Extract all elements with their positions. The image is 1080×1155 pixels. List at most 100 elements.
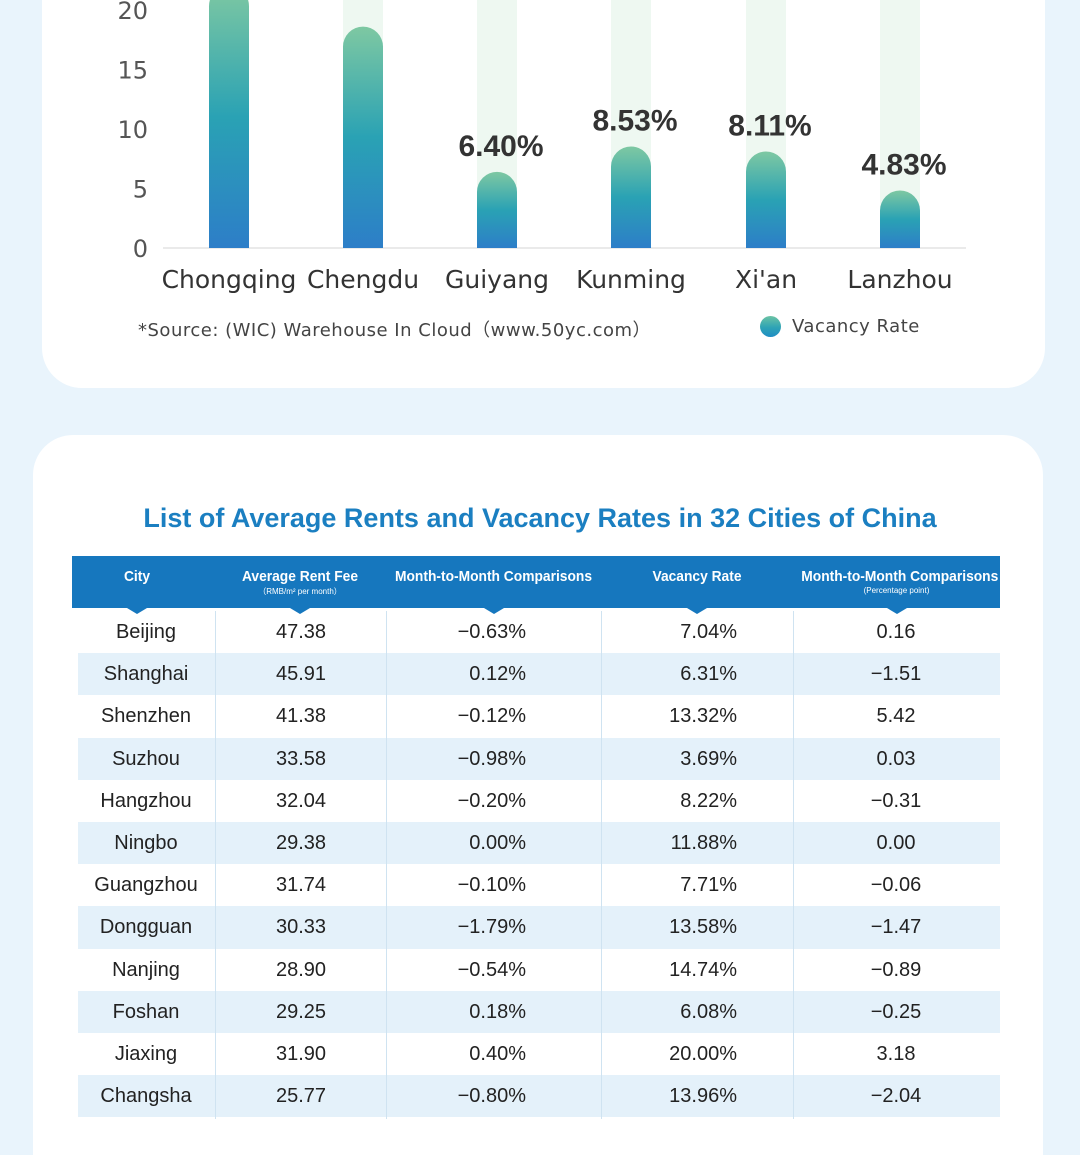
y-tick-label: 5 bbox=[133, 176, 148, 204]
rent-change-cell: −0.20% bbox=[457, 789, 526, 812]
header-vacancy-rate: Vacancy Rate bbox=[601, 556, 793, 614]
table-row: Foshan 29.25 0.18% 6.08% −0.25 bbox=[78, 990, 1000, 1033]
vacancy-cell: 14.74% bbox=[669, 958, 737, 981]
table-row: Jiaxing 31.90 0.40% 20.00% 3.18 bbox=[78, 1033, 1000, 1075]
data-label: 4.83% bbox=[861, 149, 946, 182]
rent-change-cell: 0.40% bbox=[469, 1042, 526, 1065]
vacancy-change-cell: 0.16 bbox=[876, 621, 916, 643]
vacancy-cell: 7.04% bbox=[680, 621, 737, 643]
rent-change-cell: −0.63% bbox=[457, 621, 526, 643]
table-title: List of Average Rents and Vacancy Rates … bbox=[143, 503, 937, 533]
city-cell: Dongguan bbox=[99, 916, 193, 939]
vacancy-change-cell: −0.89 bbox=[870, 958, 922, 981]
column-divider bbox=[215, 611, 216, 1119]
legend-label: Vacancy Rate bbox=[792, 316, 920, 337]
vacancy-cell: 13.58% bbox=[669, 916, 737, 939]
x-tick-label: Chongqing bbox=[162, 265, 297, 294]
vacancy-change-cell: −0.06 bbox=[870, 874, 922, 897]
rent-change-cell: −0.98% bbox=[457, 747, 526, 770]
x-tick-label: Kunming bbox=[576, 265, 686, 294]
city-cell: Guangzhou bbox=[94, 874, 198, 897]
vacancy-change-cell: −1.51 bbox=[870, 663, 922, 686]
rent-change-cell: 0.18% bbox=[469, 1000, 526, 1023]
column-divider bbox=[601, 611, 602, 1119]
vacancy-cell: 7.71% bbox=[680, 874, 737, 897]
table-row: Beijing 47.38 −0.63% 7.04% 0.16 bbox=[78, 611, 1000, 653]
vacancy-change-cell: 0.03 bbox=[876, 747, 916, 770]
x-tick-label: Lanzhou bbox=[847, 265, 952, 294]
rent-change-cell: 0.00% bbox=[469, 831, 526, 854]
vacancy-change-cell: 0.00 bbox=[876, 831, 916, 854]
vacancy-change-cell: −2.04 bbox=[870, 1085, 922, 1108]
rent-cell: 30.33 bbox=[275, 916, 327, 939]
rent-cell: 45.91 bbox=[275, 663, 327, 686]
table-body: Beijing 47.38 −0.63% 7.04% 0.16 Shanghai 45.91… bbox=[78, 611, 1000, 1118]
city-cell: Nanjing bbox=[112, 958, 180, 981]
table-row: Dongguan 30.33 −1.79% 13.58% −1.47 bbox=[78, 906, 1000, 949]
column-divider bbox=[386, 611, 387, 1119]
city-cell: Suzhou bbox=[112, 747, 180, 770]
table-row: Ningbo 29.38 0.00% 11.88% 0.00 bbox=[78, 821, 1000, 865]
vacancy-cell: 11.88% bbox=[670, 831, 737, 854]
table-row: Hangzhou 32.04 −0.20% 8.22% −0.31 bbox=[78, 780, 1000, 822]
bar-xian bbox=[746, 151, 786, 248]
city-cell: Changsha bbox=[100, 1085, 192, 1108]
y-tick-label: 10 bbox=[117, 116, 148, 144]
x-tick-label: Xi'an bbox=[735, 265, 797, 294]
vacancy-change-cell: −1.47 bbox=[870, 916, 922, 939]
bar-chengdu bbox=[343, 26, 383, 248]
rent-cell: 32.04 bbox=[275, 789, 327, 812]
rent-cell: 29.38 bbox=[275, 831, 327, 854]
rent-cell: 33.58 bbox=[275, 747, 327, 770]
data-label: 6.40% bbox=[458, 130, 543, 163]
bar-chongqing bbox=[209, 0, 249, 248]
vacancy-cell: 13.32% bbox=[669, 705, 737, 728]
vacancy-cell: 6.31% bbox=[680, 663, 737, 686]
table-row: Shanghai 45.91 0.12% 6.31% −1.51 bbox=[78, 653, 1000, 696]
vacancy-change-cell: −0.31 bbox=[870, 789, 922, 812]
table-header bbox=[72, 556, 1000, 608]
bar-lanzhou bbox=[880, 190, 920, 248]
vacancy-change-cell: −0.25 bbox=[870, 1000, 922, 1023]
bar-kunming bbox=[611, 146, 651, 248]
header-vacancy-month-to-month: Month-to-Month Comparisons (Percentage po… bbox=[793, 556, 1000, 614]
y-tick-label: 15 bbox=[117, 57, 148, 85]
rent-change-cell: −0.54% bbox=[457, 958, 526, 981]
source-note: *Source: (WIC) Warehouse In Cloud（www.50… bbox=[138, 320, 652, 341]
rent-cell: 31.74 bbox=[275, 874, 327, 897]
vacancy-cell: 20.00% bbox=[669, 1042, 737, 1065]
rent-change-cell: −1.79% bbox=[457, 916, 526, 939]
rent-cell: 41.38 bbox=[275, 705, 327, 728]
rent-cell: 25.77 bbox=[275, 1085, 327, 1108]
data-label: 8.11% bbox=[728, 109, 811, 142]
table-row: Shenzhen 41.38 −0.12% 13.32% 5.42 bbox=[78, 695, 1000, 737]
city-cell: Shanghai bbox=[103, 663, 189, 686]
vacancy-change-cell: 5.42 bbox=[876, 705, 916, 728]
column-divider bbox=[793, 611, 794, 1119]
table-row: Changsha 25.77 −0.80% 13.96% −2.04 bbox=[78, 1075, 1000, 1118]
city-cell: Shenzhen bbox=[100, 705, 192, 728]
header-city: City bbox=[72, 556, 202, 614]
header-average-rent-fee: Average Rent Fee （RMB/m² per month） bbox=[215, 556, 385, 614]
city-cell: Beijing bbox=[115, 621, 177, 643]
vacancy-cell: 8.22% bbox=[680, 789, 737, 812]
table-row: Guangzhou 31.74 −0.10% 7.71% −0.06 bbox=[78, 864, 1000, 906]
legend-swatch bbox=[760, 316, 781, 337]
table-row: Nanjing 28.90 −0.54% 14.74% −0.89 bbox=[78, 949, 1000, 991]
vacancy-change-cell: 3.18 bbox=[876, 1042, 916, 1065]
city-cell: Jiaxing bbox=[114, 1042, 178, 1065]
vacancy-cell: 13.96% bbox=[669, 1085, 737, 1108]
table-row: Suzhou 33.58 −0.98% 3.69% 0.03 bbox=[78, 737, 1000, 780]
vacancy-rate-bar-chart: 0 5 10 15 20 6.40% 8.53% 8.11% 4.83% Chongqing C… bbox=[117, 0, 966, 294]
x-tick-label: Guiyang bbox=[445, 265, 549, 294]
city-cell: Ningbo bbox=[114, 831, 178, 854]
y-tick-label: 0 bbox=[133, 235, 148, 263]
rent-change-cell: −0.10% bbox=[457, 874, 526, 897]
data-label: 8.53% bbox=[592, 104, 677, 137]
rent-cell: 47.38 bbox=[275, 621, 327, 643]
rent-cell: 31.90 bbox=[275, 1042, 327, 1065]
y-tick-label: 20 bbox=[117, 0, 148, 25]
rent-change-cell: 0.12% bbox=[469, 663, 526, 686]
vacancy-cell: 6.08% bbox=[680, 1000, 737, 1023]
chart-legend: Vacancy Rate bbox=[760, 316, 920, 337]
